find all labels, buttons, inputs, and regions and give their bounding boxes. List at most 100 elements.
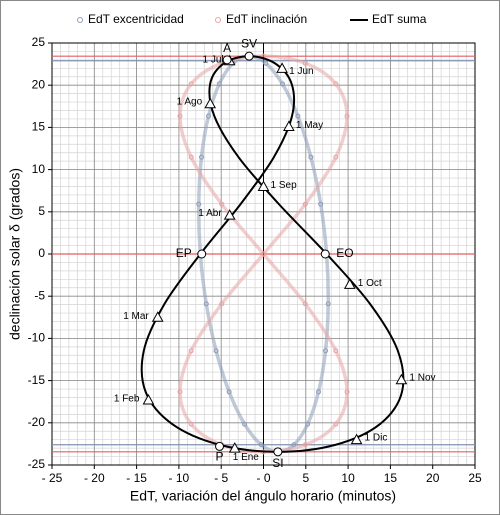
annotation-marker bbox=[228, 442, 241, 453]
series-marker bbox=[177, 113, 183, 119]
annotation-label: 1 Feb bbox=[114, 394, 140, 405]
y-axis-title: declinación solar δ (grados) bbox=[7, 168, 23, 340]
annotation-label: 1 Mar bbox=[123, 311, 149, 322]
x-tick-label: 25 bbox=[468, 471, 482, 485]
series-marker bbox=[242, 421, 248, 427]
x-tick-label: - 15 bbox=[126, 471, 147, 485]
series-marker bbox=[315, 389, 321, 395]
annotation-marker bbox=[320, 249, 330, 259]
series-marker bbox=[333, 421, 339, 427]
x-tick-label: - 0 bbox=[256, 471, 270, 485]
annotation-marker bbox=[257, 180, 270, 191]
y-tick-label: 10 bbox=[32, 162, 46, 176]
annotation-marker bbox=[350, 433, 363, 445]
y-tick-label: 25 bbox=[32, 35, 46, 49]
annotation-label: 1 Sep bbox=[271, 180, 298, 191]
series-trace bbox=[178, 54, 349, 454]
annotation-label: 1 Nov bbox=[409, 372, 435, 383]
series-marker bbox=[344, 389, 350, 395]
legend-label: EdT excentricidad bbox=[88, 12, 184, 26]
annotation-label: 1 Ago bbox=[177, 96, 203, 107]
legend-swatch bbox=[215, 17, 221, 23]
series-marker bbox=[196, 201, 202, 207]
annotation-label: A bbox=[223, 41, 231, 55]
series-marker bbox=[226, 389, 232, 395]
series-marker bbox=[216, 81, 222, 87]
y-tick-label: -25 bbox=[28, 457, 46, 471]
series-marker bbox=[188, 421, 194, 427]
annotation-marker bbox=[197, 249, 207, 259]
series-marker bbox=[206, 113, 212, 119]
series-marker bbox=[213, 348, 219, 354]
y-tick-label: -10 bbox=[28, 331, 46, 345]
series-marker bbox=[305, 421, 311, 427]
annotation-marker bbox=[151, 311, 164, 322]
annotation-label: SV bbox=[241, 36, 257, 50]
x-tick-label: - 20 bbox=[84, 471, 105, 485]
series-marker bbox=[219, 201, 225, 207]
annotation-label: 1 Jun bbox=[289, 66, 313, 77]
annotation-marker bbox=[395, 373, 408, 385]
series-marker bbox=[219, 301, 225, 307]
series-marker bbox=[308, 154, 314, 160]
y-tick-label: 0 bbox=[38, 246, 45, 260]
y-tick-label: -15 bbox=[28, 373, 46, 387]
annotation-marker bbox=[215, 441, 225, 451]
series-marker bbox=[177, 389, 183, 395]
annotation-label: 1 May bbox=[296, 120, 323, 131]
x-tick-label: - 25 bbox=[42, 471, 63, 485]
series-marker bbox=[325, 301, 331, 307]
series-marker bbox=[333, 154, 339, 160]
y-tick-label: 15 bbox=[32, 120, 46, 134]
x-tick-label: - 5 bbox=[214, 471, 228, 485]
annotation-label: 1 Dic bbox=[365, 432, 388, 443]
x-tick-label: 10 bbox=[341, 471, 355, 485]
series-marker bbox=[333, 348, 339, 354]
annotation-label: 1 Ene bbox=[233, 452, 260, 463]
series-marker bbox=[203, 301, 209, 307]
series-marker bbox=[198, 154, 204, 160]
annotation-marker bbox=[273, 447, 283, 457]
annotation-label: SI bbox=[272, 456, 283, 470]
series-marker bbox=[302, 301, 308, 307]
legend-swatch bbox=[77, 17, 83, 23]
series-marker bbox=[323, 348, 329, 354]
annotation-label: EO bbox=[336, 246, 353, 260]
series-marker bbox=[302, 60, 308, 66]
x-axis-title: EdT, variación del ángulo horario (minut… bbox=[130, 488, 396, 504]
series-marker bbox=[188, 348, 194, 354]
series-marker bbox=[263, 60, 269, 66]
annotation-marker bbox=[204, 97, 217, 109]
y-tick-label: -5 bbox=[34, 288, 45, 302]
y-tick-label: -20 bbox=[28, 415, 46, 429]
series-marker bbox=[333, 81, 339, 87]
annotation-label: 1 Abr bbox=[198, 208, 222, 219]
series-marker bbox=[318, 201, 324, 207]
annotation-marker bbox=[276, 62, 288, 73]
annotation-marker bbox=[283, 120, 295, 132]
legend-label: EdT suma bbox=[372, 12, 427, 26]
annotation-label: 1 Oct bbox=[358, 278, 382, 289]
x-tick-label: - 10 bbox=[169, 471, 190, 485]
x-tick-label: 5 bbox=[302, 471, 309, 485]
series-marker bbox=[261, 251, 266, 257]
annotation-marker bbox=[142, 393, 155, 405]
annotation-label: 1 Jul bbox=[203, 54, 224, 65]
y-tick-label: 20 bbox=[32, 77, 46, 91]
series-marker bbox=[188, 81, 194, 87]
legend-label: EdT inclinación bbox=[226, 12, 307, 26]
x-tick-label: 15 bbox=[384, 471, 398, 485]
y-tick-label: 5 bbox=[38, 204, 45, 218]
series-marker bbox=[302, 442, 308, 448]
annotation-marker bbox=[222, 55, 232, 65]
series-marker bbox=[188, 154, 194, 160]
annotation-marker bbox=[244, 51, 254, 61]
annotation-marker bbox=[223, 209, 236, 220]
series-marker bbox=[295, 113, 301, 119]
series-marker bbox=[279, 81, 285, 87]
annotation-label: P bbox=[216, 450, 224, 464]
series-marker bbox=[344, 113, 350, 119]
annotation-marker bbox=[343, 278, 356, 289]
series-marker bbox=[258, 442, 264, 448]
